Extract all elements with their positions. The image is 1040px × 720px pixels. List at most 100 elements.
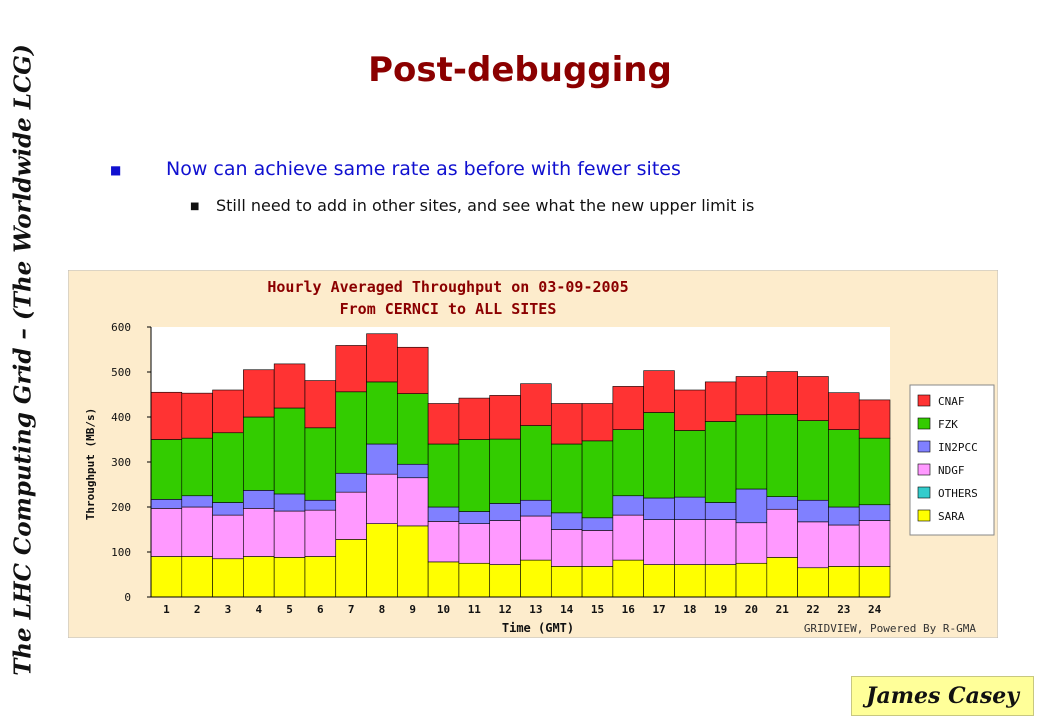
bar-cnaf-17 bbox=[643, 370, 675, 413]
bar-sara-5 bbox=[273, 557, 306, 598]
x-tick-label: 18 bbox=[683, 603, 696, 616]
x-tick-label: 15 bbox=[591, 603, 604, 616]
bar-cnaf-11 bbox=[458, 397, 491, 440]
bar-cnaf-5 bbox=[273, 363, 306, 409]
bar-ndgf-24 bbox=[858, 520, 891, 567]
bar-sara-19 bbox=[704, 564, 737, 598]
bar-cnaf-13 bbox=[520, 383, 552, 426]
bar-ndgf-20 bbox=[735, 522, 768, 564]
bar-fzk-16 bbox=[612, 429, 644, 497]
x-tick-label: 6 bbox=[317, 603, 324, 616]
square-bullet-icon: ■ bbox=[110, 162, 122, 177]
bar-cnaf-3 bbox=[212, 389, 244, 434]
bar-in2pcc-13 bbox=[520, 499, 552, 517]
legend-label-cnaf: CNAF bbox=[938, 395, 965, 408]
x-tick-label: 21 bbox=[776, 603, 790, 616]
bar-in2pcc-14 bbox=[550, 512, 583, 530]
bar-cnaf-4 bbox=[243, 369, 275, 418]
bar-fzk-7 bbox=[335, 391, 367, 474]
throughput-chart: Hourly Averaged Throughput on 03-09-2005… bbox=[67, 269, 999, 639]
x-tick-label: 11 bbox=[468, 603, 482, 616]
bar-cnaf-23 bbox=[828, 392, 860, 430]
bullet-level1-text: Now can achieve same rate as before with… bbox=[166, 158, 681, 180]
bar-sara-14 bbox=[550, 566, 583, 598]
legend-swatch-sara bbox=[917, 509, 931, 522]
y-tick-label: 300 bbox=[111, 456, 131, 469]
bar-cnaf-22 bbox=[797, 376, 829, 421]
bar-sara-21 bbox=[766, 557, 798, 598]
bar-ndgf-22 bbox=[797, 521, 829, 569]
bar-sara-3 bbox=[212, 558, 244, 598]
bar-fzk-6 bbox=[304, 427, 337, 501]
bar-cnaf-1 bbox=[150, 391, 183, 440]
bar-cnaf-18 bbox=[674, 389, 706, 431]
bullet-level2-text: Still need to add in other sites, and se… bbox=[216, 196, 755, 215]
bar-cnaf-20 bbox=[735, 376, 768, 416]
bar-ndgf-5 bbox=[273, 510, 306, 558]
bar-in2pcc-20 bbox=[735, 488, 768, 524]
bar-in2pcc-3 bbox=[212, 502, 244, 516]
bar-ndgf-13 bbox=[520, 515, 552, 561]
bar-in2pcc-18 bbox=[674, 496, 706, 520]
bar-in2pcc-7 bbox=[335, 472, 367, 493]
bar-fzk-9 bbox=[397, 393, 429, 465]
bar-sara-24 bbox=[858, 566, 891, 598]
x-tick-label: 13 bbox=[529, 603, 542, 616]
x-tick-label: 1 bbox=[163, 603, 170, 616]
bar-fzk-18 bbox=[674, 430, 706, 498]
bar-in2pcc-4 bbox=[243, 490, 275, 509]
bar-cnaf-10 bbox=[427, 403, 460, 445]
x-tick-label: 7 bbox=[348, 603, 355, 616]
bar-in2pcc-11 bbox=[458, 511, 491, 524]
bar-in2pcc-19 bbox=[704, 502, 737, 520]
slide-title: Post-debugging bbox=[368, 50, 672, 90]
bar-cnaf-6 bbox=[304, 380, 337, 429]
bar-fzk-10 bbox=[427, 443, 460, 508]
bar-sara-20 bbox=[735, 562, 768, 598]
bar-in2pcc-8 bbox=[366, 443, 398, 475]
chart-subtitle: From CERNCI to ALL SITES bbox=[340, 300, 557, 318]
bar-fzk-17 bbox=[643, 412, 675, 499]
bar-sara-4 bbox=[243, 556, 275, 598]
chart-footer: GRIDVIEW, Powered By R-GMA bbox=[804, 622, 977, 635]
bar-cnaf-24 bbox=[858, 399, 891, 439]
bar-cnaf-16 bbox=[612, 386, 644, 430]
bar-cnaf-2 bbox=[181, 392, 213, 439]
bar-ndgf-23 bbox=[828, 524, 860, 567]
legend-label-ndgf: NDGF bbox=[938, 464, 965, 477]
bar-ndgf-10 bbox=[427, 521, 460, 563]
x-tick-label: 9 bbox=[409, 603, 416, 616]
bar-fzk-20 bbox=[735, 414, 768, 490]
x-tick-label: 14 bbox=[560, 603, 574, 616]
bar-ndgf-12 bbox=[489, 520, 521, 565]
bar-sara-13 bbox=[520, 559, 552, 598]
bar-cnaf-8 bbox=[366, 333, 398, 383]
bar-ndgf-17 bbox=[643, 519, 675, 565]
bar-fzk-24 bbox=[858, 437, 891, 506]
bar-fzk-4 bbox=[243, 416, 275, 491]
legend-swatch-in2pcc bbox=[917, 440, 931, 453]
chart-title: Hourly Averaged Throughput on 03-09-2005 bbox=[267, 278, 628, 296]
bar-fzk-19 bbox=[704, 421, 737, 503]
x-tick-label: 12 bbox=[498, 603, 511, 616]
bar-in2pcc-21 bbox=[766, 496, 798, 510]
bar-in2pcc-1 bbox=[150, 499, 183, 509]
bars-group bbox=[150, 327, 891, 598]
x-tick-label: 10 bbox=[437, 603, 450, 616]
bar-cnaf-19 bbox=[704, 381, 737, 422]
bar-sara-17 bbox=[643, 564, 675, 598]
bar-ndgf-6 bbox=[304, 509, 337, 557]
bar-ndgf-1 bbox=[150, 508, 183, 557]
x-tick-label: 8 bbox=[379, 603, 386, 616]
legend-label-others: OTHERS bbox=[938, 487, 978, 500]
bar-sara-8 bbox=[366, 523, 398, 598]
bar-ndgf-8 bbox=[366, 473, 398, 524]
sidebar-title: The LHC Computing Grid – (The Worldwide … bbox=[9, 44, 37, 676]
legend-label-in2pcc: IN2PCC bbox=[938, 441, 978, 454]
bar-cnaf-12 bbox=[489, 395, 521, 440]
bar-cnaf-21 bbox=[766, 371, 798, 415]
x-axis-label: Time (GMT) bbox=[502, 621, 574, 635]
bar-ndgf-2 bbox=[181, 506, 213, 557]
bar-cnaf-7 bbox=[335, 345, 367, 393]
x-tick-label: 5 bbox=[286, 603, 293, 616]
